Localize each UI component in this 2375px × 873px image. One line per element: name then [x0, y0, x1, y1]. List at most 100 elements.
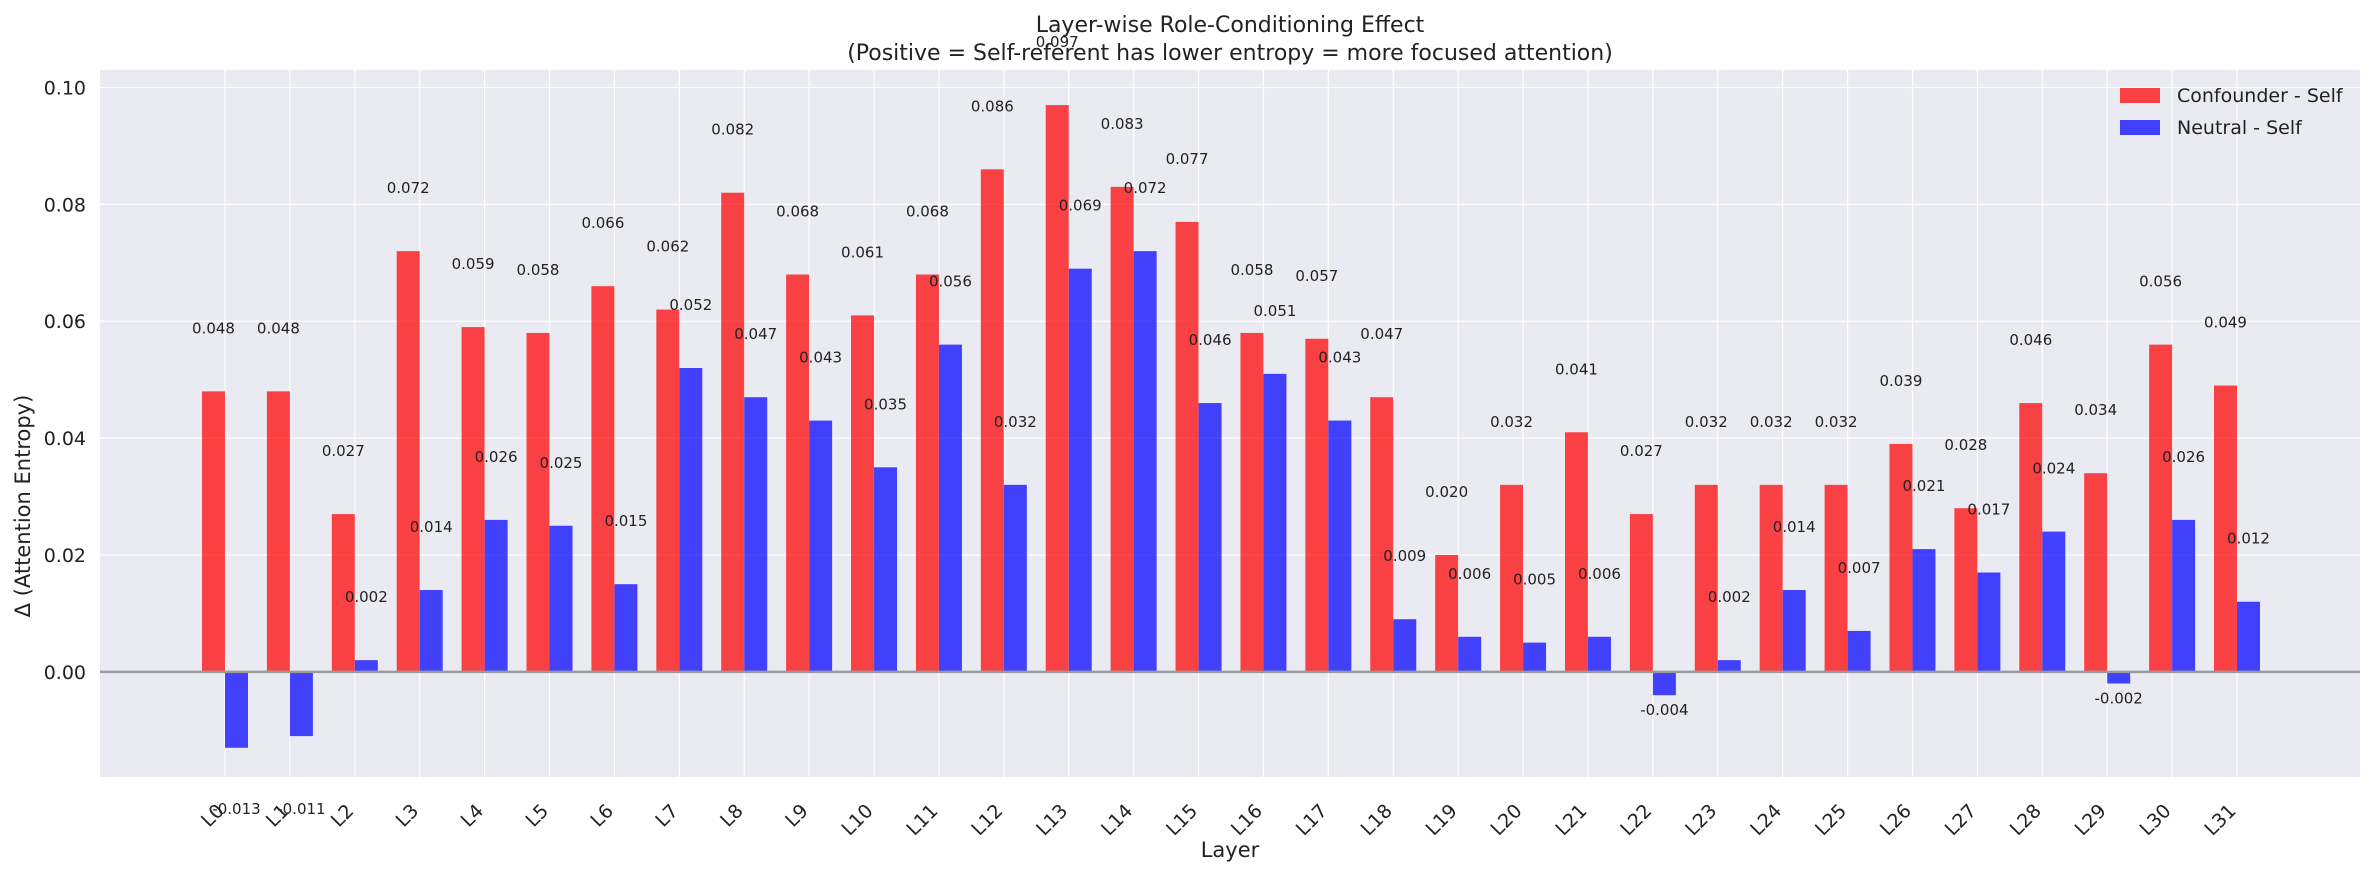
data-label-neutral: 0.024: [2032, 460, 2075, 478]
bar-confounder: [331, 514, 355, 672]
y-tick-label: 0.02: [44, 545, 86, 567]
x-tick-label: L19: [1422, 800, 1462, 840]
x-tick-label: L3: [392, 800, 424, 832]
data-label-confounder: 0.086: [971, 97, 1014, 115]
data-label-neutral: 0.052: [669, 296, 712, 314]
data-label-neutral: 0.047: [734, 325, 777, 343]
data-label-confounder: 0.083: [1101, 115, 1144, 133]
x-tick-label: L22: [1616, 800, 1656, 840]
bar-neutral: [1263, 373, 1287, 672]
y-tick-label: 0.04: [44, 428, 86, 450]
bar-neutral: [2107, 671, 2131, 684]
bar-confounder: [1824, 484, 1848, 672]
bar-neutral: [225, 671, 248, 748]
x-tick-label: L13: [1032, 800, 1072, 840]
data-label-confounder: 0.057: [1295, 267, 1338, 285]
data-label-confounder: 0.047: [1360, 325, 1403, 343]
bar-neutral: [1523, 642, 1547, 672]
data-label-confounder: 0.082: [711, 121, 754, 139]
legend: Confounder - Self Neutral - Self: [2120, 85, 2344, 139]
data-label-confounder: 0.061: [841, 243, 884, 261]
data-label-confounder: 0.068: [776, 203, 819, 221]
x-tick-label: L17: [1292, 800, 1332, 840]
bar-neutral: [1133, 251, 1157, 672]
bar-confounder: [1370, 397, 1394, 672]
bar-neutral: [1458, 636, 1482, 672]
bar-confounder: [202, 391, 225, 672]
y-tick-label: 0.00: [44, 662, 86, 684]
data-label-neutral: 0.026: [2162, 448, 2205, 466]
bar-confounder: [915, 274, 939, 672]
data-label-neutral: -0.004: [1640, 701, 1688, 719]
bar-neutral: [1782, 590, 1806, 672]
bar-neutral: [1977, 572, 2001, 672]
x-tick-label: L26: [1876, 800, 1916, 840]
bar-neutral: [1328, 420, 1352, 672]
data-label-neutral: -0.013: [212, 800, 260, 818]
data-label-neutral: 0.026: [475, 448, 518, 466]
bar-confounder: [1110, 186, 1134, 672]
data-label-neutral: 0.043: [799, 349, 842, 367]
bar-neutral: [1587, 636, 1611, 672]
data-label-confounder: 0.039: [1880, 372, 1923, 390]
data-label-confounder: 0.062: [646, 238, 689, 256]
legend-swatch-neutral: [2120, 120, 2160, 135]
y-tick-label: 0.06: [44, 311, 86, 333]
bar-confounder: [1889, 443, 1913, 672]
bar-confounder: [2149, 344, 2173, 672]
data-label-neutral: 0.007: [1838, 559, 1881, 577]
data-label-neutral: 0.056: [929, 273, 972, 291]
bar-confounder: [266, 391, 290, 672]
x-tick-label: L11: [902, 800, 942, 840]
data-label-neutral: 0.025: [540, 454, 583, 472]
x-tick-label: L8: [716, 800, 748, 832]
legend-swatch-confounder: [2120, 88, 2160, 103]
bar-neutral: [2172, 519, 2196, 672]
bar-confounder: [1564, 432, 1588, 672]
chart-title: Layer-wise Role-Conditioning Effect: [1036, 13, 1425, 38]
bar-confounder: [1629, 514, 1653, 672]
chart-subtitle: (Positive = Self-referent has lower entr…: [847, 41, 1613, 66]
data-label-confounder: 0.077: [1166, 150, 1209, 168]
data-label-neutral: -0.011: [277, 800, 325, 818]
x-tick-label: L12: [967, 800, 1007, 840]
x-tick-label: L4: [457, 800, 489, 832]
bar-neutral: [1912, 549, 1936, 672]
data-label-confounder: 0.058: [517, 261, 560, 279]
data-label-neutral: 0.035: [864, 395, 907, 413]
bar-neutral: [1393, 619, 1417, 672]
data-label-neutral: 0.006: [1448, 565, 1491, 583]
data-label-confounder: 0.049: [2204, 314, 2247, 332]
data-label-neutral: 0.046: [1189, 331, 1232, 349]
bar-confounder: [721, 192, 745, 672]
bar-neutral: [549, 525, 573, 672]
x-tick-label: L16: [1227, 800, 1267, 840]
x-tick-label: L31: [2200, 800, 2240, 840]
y-tick-label: 0.08: [44, 194, 86, 216]
data-label-confounder: 0.066: [581, 214, 624, 232]
x-tick-label: L24: [1746, 800, 1786, 840]
bar-confounder: [2019, 403, 2043, 672]
y-tick-label: 0.10: [44, 78, 86, 100]
bar-neutral: [484, 519, 508, 672]
bar-confounder: [1240, 332, 1264, 672]
x-tick-label: L18: [1357, 800, 1397, 840]
data-label-confounder: 0.027: [1620, 442, 1663, 460]
bar-confounder: [1435, 554, 1459, 672]
bar-neutral: [354, 660, 378, 672]
data-label-confounder: 0.020: [1425, 483, 1468, 501]
x-tick-label: L28: [2006, 800, 2046, 840]
bar-neutral: [1068, 268, 1092, 672]
data-label-confounder: 0.048: [192, 319, 235, 337]
data-label-neutral: 0.015: [604, 512, 647, 530]
bars-layer: [202, 105, 2260, 748]
y-axis-label: Δ (Attention Entropy): [11, 395, 35, 618]
bar-confounder: [2214, 385, 2237, 672]
bar-confounder: [1759, 484, 1783, 672]
bar-confounder: [1045, 105, 1069, 672]
data-label-neutral: 0.002: [345, 588, 388, 606]
data-label-confounder: 0.032: [1750, 413, 1793, 431]
data-label-confounder: 0.058: [1230, 261, 1273, 279]
x-tick-label: L9: [781, 800, 813, 832]
